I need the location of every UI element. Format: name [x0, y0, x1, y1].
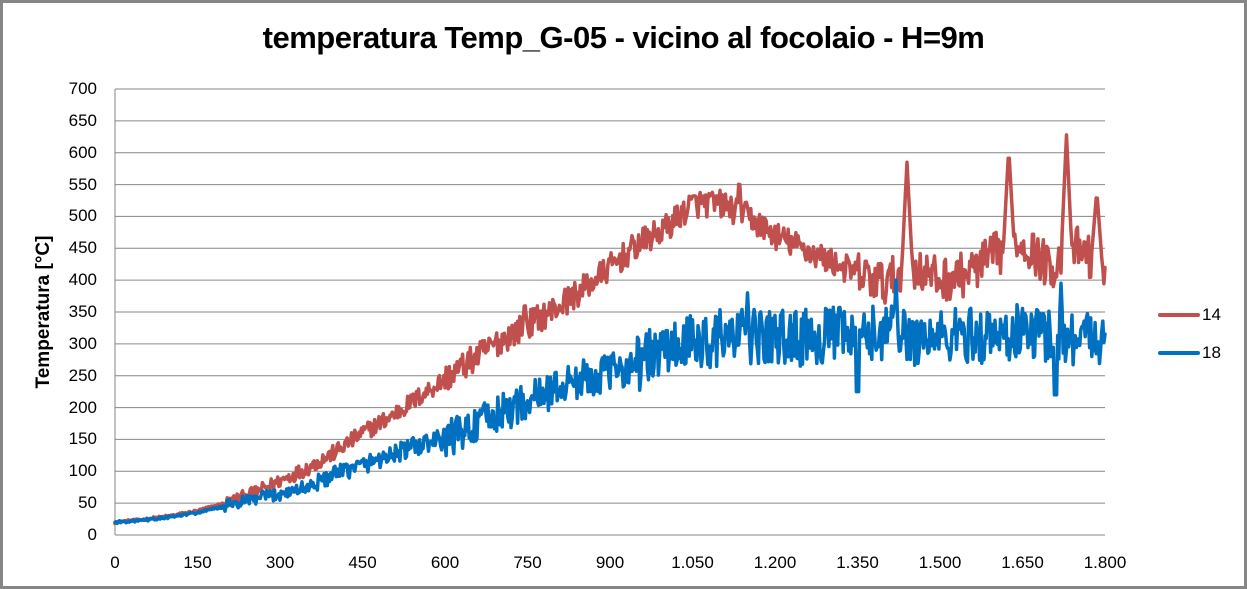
x-tick-label: 1.500 [918, 553, 962, 572]
x-tick-label: 900 [595, 553, 625, 572]
y-tick-label: 50 [78, 493, 97, 513]
y-tick-label: 550 [68, 174, 97, 194]
legend-swatch-14 [1158, 313, 1200, 317]
x-tick-label: 450 [348, 553, 377, 572]
x-tick-label: 1.350 [836, 553, 879, 572]
series-line-18 [113, 278, 1107, 526]
x-tick-label: 1.200 [753, 553, 797, 572]
legend: 14 18 [1158, 296, 1221, 372]
x-tick-label: 300 [265, 553, 295, 572]
y-tick-label: 0 [87, 525, 97, 544]
x-tick-label: 1.650 [1001, 553, 1044, 572]
y-tick-label: 100 [68, 461, 97, 481]
y-tick-label: 150 [68, 429, 97, 449]
series-lines [113, 133, 1107, 526]
legend-swatch-18 [1158, 351, 1200, 355]
y-tick-label: 300 [68, 333, 97, 353]
x-tick-label: 1.050 [671, 553, 714, 572]
legend-item-14: 14 [1158, 296, 1221, 334]
chart-title: temperatura Temp_G-05 - vicino al focola… [262, 20, 985, 55]
x-tick-label: 1.800 [1083, 553, 1127, 572]
y-tick-label: 650 [68, 110, 97, 130]
y-tick-label: 200 [68, 397, 97, 417]
y-tick-label: 350 [68, 302, 97, 321]
x-tick-label: 0 [110, 553, 120, 572]
x-tick-label: 600 [430, 553, 460, 572]
legend-item-18: 18 [1158, 334, 1221, 372]
y-tick-label: 700 [68, 79, 97, 98]
legend-label-18: 18 [1202, 343, 1221, 362]
x-tick-label: 750 [513, 553, 542, 572]
y-tick-label: 250 [68, 365, 97, 385]
y-tick-label: 600 [68, 142, 97, 162]
series-line-14 [113, 133, 1107, 526]
y-tick-label: 500 [68, 206, 97, 226]
x-tick-label: 150 [183, 553, 212, 572]
y-tick-label: 400 [68, 270, 97, 290]
y-tick-label: 450 [68, 238, 97, 258]
legend-label-14: 14 [1202, 305, 1221, 324]
